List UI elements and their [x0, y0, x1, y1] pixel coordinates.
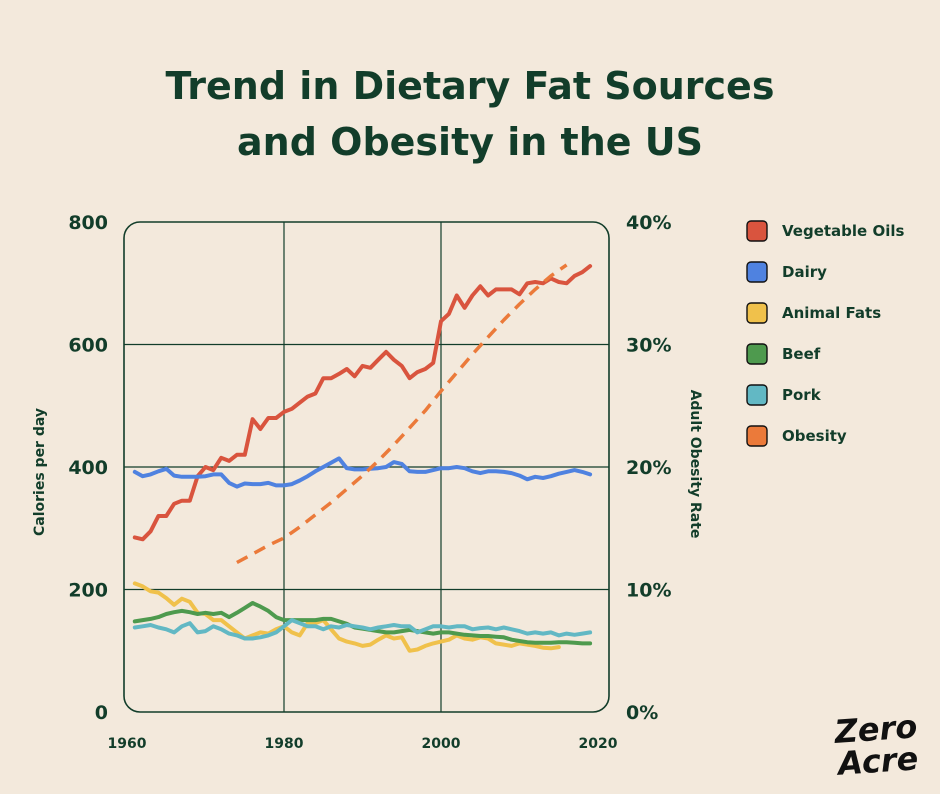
legend-label-obesity: Obesity: [782, 427, 847, 445]
logo-line-2: Acre: [834, 739, 920, 783]
legend-swatch-beef: [746, 343, 768, 365]
x-tick-label-1980: 1980: [265, 736, 304, 752]
y-tick-label-200: 200: [68, 580, 108, 602]
legend-swatch-animal-fats: [746, 302, 768, 324]
x-tick-label-2020: 2020: [579, 736, 618, 752]
series-line-beef: [132, 601, 593, 646]
y2-tick-label-40pct: 40%: [626, 212, 671, 234]
y2-axis-title: Adult Obesity Rate: [687, 390, 703, 539]
legend-label-vegetable-oils: Vegetable Oils: [782, 222, 904, 240]
y2-tick-label-20pct: 20%: [626, 457, 671, 479]
series-line-obesity: [236, 263, 568, 565]
y-tick-label-800: 800: [68, 212, 108, 234]
series-lines: [132, 263, 593, 653]
legend-swatch-obesity: [746, 425, 768, 447]
chart-title-line-1: Trend in Dietary Fat Sources: [165, 64, 775, 108]
legend-swatch-vegetable-oils: [746, 220, 768, 242]
y-axis-title: Calories per day: [32, 408, 48, 536]
chart-title-line-2: and Obesity in the US: [237, 120, 703, 164]
y-tick-label-0: 0: [95, 702, 108, 724]
logo-line-1: Zero: [832, 707, 918, 751]
chart-title: Trend in Dietary Fat Sources and Obesity…: [0, 58, 940, 170]
x-tick-label-1960: 1960: [108, 736, 147, 752]
y2-tick-label-30pct: 30%: [626, 335, 671, 357]
plot-frame: [123, 221, 610, 713]
y-tick-label-400: 400: [68, 457, 108, 479]
gridlines: [124, 222, 609, 712]
legend-label-animal-fats: Animal Fats: [782, 304, 881, 322]
legend-label-pork: Pork: [782, 386, 822, 404]
legend: Vegetable Oils Dairy Animal Fats Beef Pork Ob…: [746, 220, 904, 447]
legend-label-beef: Beef: [782, 345, 821, 363]
y2-tick-label-10pct: 10%: [626, 580, 671, 602]
series-line-vegetable-oils: [132, 264, 593, 542]
x-tick-label-2000: 2000: [422, 736, 461, 752]
y-tick-label-600: 600: [68, 335, 108, 357]
legend-swatch-pork: [746, 384, 768, 406]
y2-tick-label-0pct: 0%: [626, 702, 658, 724]
series-line-dairy: [132, 456, 593, 489]
legend-label-dairy: Dairy: [782, 263, 827, 281]
series-line-animal-fats: [132, 581, 561, 653]
legend-swatch-dairy: [746, 261, 768, 283]
series-line-pork: [132, 618, 593, 641]
